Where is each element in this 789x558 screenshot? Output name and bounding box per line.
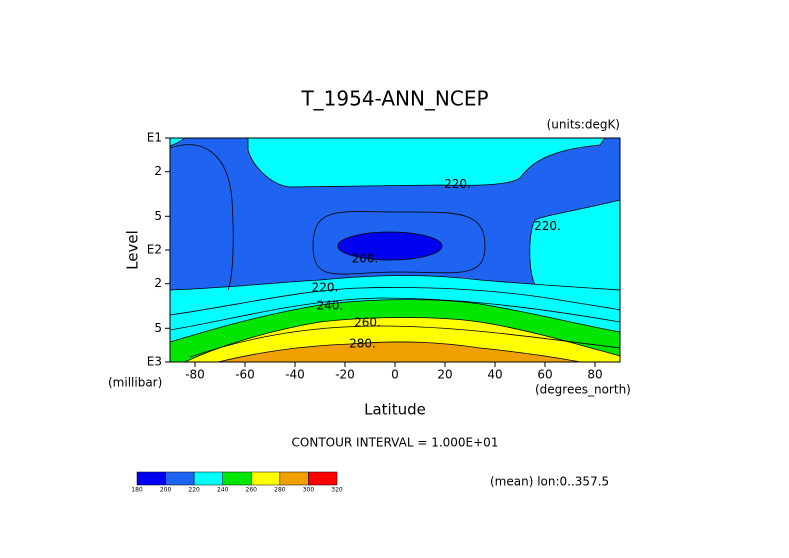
colorbar-label: 280 xyxy=(274,487,286,494)
colorbar-box xyxy=(251,471,281,486)
y-tick-label: 2 xyxy=(154,276,162,290)
contour-label: 200. xyxy=(352,251,379,265)
contour-line xyxy=(170,297,620,331)
colorbar-label: 260 xyxy=(246,487,258,494)
contour-label: 220. xyxy=(444,177,471,191)
y-axis-label: Level xyxy=(124,230,142,270)
colorbar-label: 300 xyxy=(303,487,315,494)
colorbar-box xyxy=(136,471,166,486)
colorbar-box xyxy=(308,471,338,486)
contour-line xyxy=(189,325,620,358)
contour-line xyxy=(312,211,486,275)
y-tick-label: 5 xyxy=(154,321,162,335)
contour-interval: CONTOUR INTERVAL = 1.000E+01 xyxy=(292,436,499,450)
x-tick-label: 60 xyxy=(537,368,552,382)
colorbar-label: 320 xyxy=(331,487,343,494)
chart-title: T_1954-ANN_NCEP xyxy=(300,87,488,111)
x-tick-label: -20 xyxy=(335,368,355,382)
contour-line xyxy=(170,287,620,316)
contour-region xyxy=(337,231,443,261)
colorbar-label: 180 xyxy=(131,487,143,494)
contour-region xyxy=(247,138,606,188)
y-tick-label: E3 xyxy=(147,355,162,369)
y-tick-label: 5 xyxy=(154,209,162,223)
contour-label: 260. xyxy=(354,315,381,329)
contour-line xyxy=(170,144,234,291)
contour-label: 220. xyxy=(534,219,561,233)
x-tick-label: -60 xyxy=(235,368,255,382)
colorbar-box xyxy=(279,471,309,486)
x-unit: (degrees_north) xyxy=(535,383,631,397)
contour-region xyxy=(217,341,581,362)
x-tick-label: 20 xyxy=(437,368,452,382)
colorbar-box xyxy=(165,471,195,486)
y-tick-label: E1 xyxy=(147,131,162,145)
contour-label: 240. xyxy=(317,298,344,312)
x-tick-label: 40 xyxy=(487,368,502,382)
contour-label: 280. xyxy=(349,336,376,350)
x-tick-label: -40 xyxy=(285,368,305,382)
x-tick-label: 80 xyxy=(587,368,602,382)
colorbar-box xyxy=(222,471,252,486)
y-unit: (millibar) xyxy=(108,376,162,390)
colorbar-box xyxy=(193,471,223,486)
units: (units:degK) xyxy=(547,118,620,132)
y-tick-label: 2 xyxy=(154,164,162,178)
x-axis-label: Latitude xyxy=(364,401,426,419)
colorbar-label: 220 xyxy=(188,487,200,494)
footer: (mean) lon:0..357.5 xyxy=(490,475,609,489)
contour-field xyxy=(170,138,620,362)
x-tick-label: -80 xyxy=(185,368,205,382)
colorbar-label: 240 xyxy=(217,487,229,494)
y-tick-label: E2 xyxy=(147,243,162,257)
contour-label: 220. xyxy=(312,280,339,294)
colorbar-label: 200 xyxy=(160,487,172,494)
x-tick-label: 0 xyxy=(391,368,399,382)
